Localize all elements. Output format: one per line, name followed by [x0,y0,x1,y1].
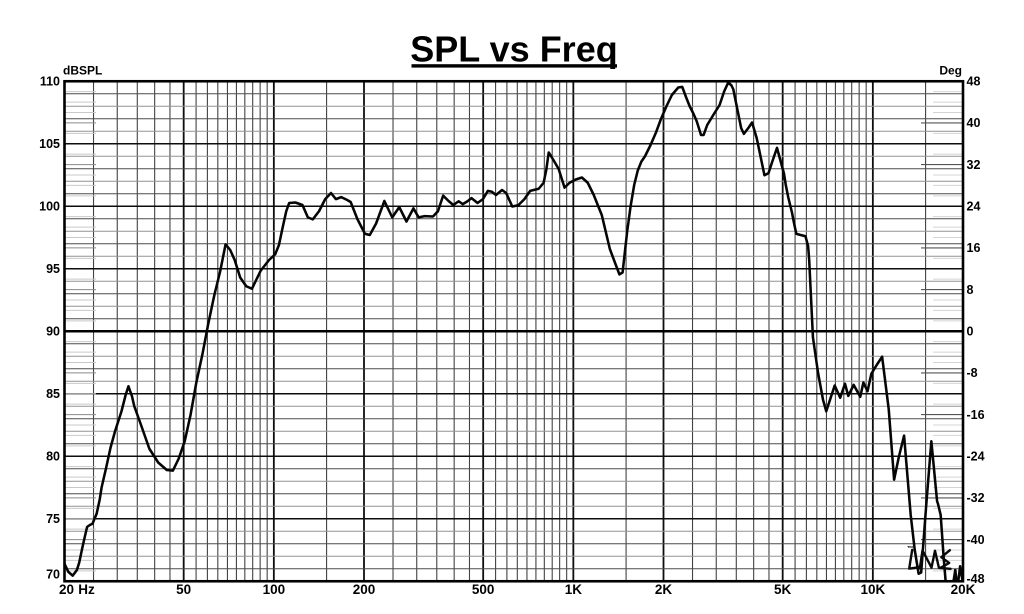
svg-text:48: 48 [967,75,981,89]
svg-text:24: 24 [967,200,981,214]
svg-text:8: 8 [967,283,974,297]
svg-text:40: 40 [967,116,981,130]
svg-text:™: ™ [907,546,914,553]
svg-text:75: 75 [46,512,60,526]
svg-text:dBSPL: dBSPL [63,64,102,78]
svg-text:16: 16 [967,241,981,255]
svg-text:1K: 1K [565,582,583,597]
svg-text:Deg: Deg [939,64,962,78]
svg-text:32: 32 [967,158,981,172]
svg-text:110: 110 [40,75,60,89]
svg-text:Hz: Hz [78,582,95,597]
svg-text:105: 105 [39,137,60,151]
svg-text:SPL vs Freq: SPL vs Freq [410,29,617,70]
svg-text:-24: -24 [967,450,985,464]
svg-text:100: 100 [39,200,60,214]
svg-text:95: 95 [46,262,60,276]
svg-text:85: 85 [46,387,60,401]
svg-text:70: 70 [46,567,60,581]
svg-text:-40: -40 [967,533,985,547]
svg-text:-48: -48 [967,572,985,586]
svg-text:50: 50 [176,582,191,597]
svg-text:-8: -8 [967,366,978,380]
svg-text:100: 100 [263,582,286,597]
svg-text:0: 0 [967,325,974,339]
svg-text:10K: 10K [860,582,885,597]
svg-text:2K: 2K [655,582,673,597]
svg-text:80: 80 [46,450,60,464]
svg-text:500: 500 [472,582,495,597]
svg-text:-32: -32 [967,491,985,505]
svg-text:5K: 5K [774,582,792,597]
svg-text:-16: -16 [967,408,985,422]
svg-text:20: 20 [59,582,74,597]
svg-text:20K: 20K [951,582,976,597]
svg-text:200: 200 [353,582,376,597]
svg-text:90: 90 [46,325,60,339]
